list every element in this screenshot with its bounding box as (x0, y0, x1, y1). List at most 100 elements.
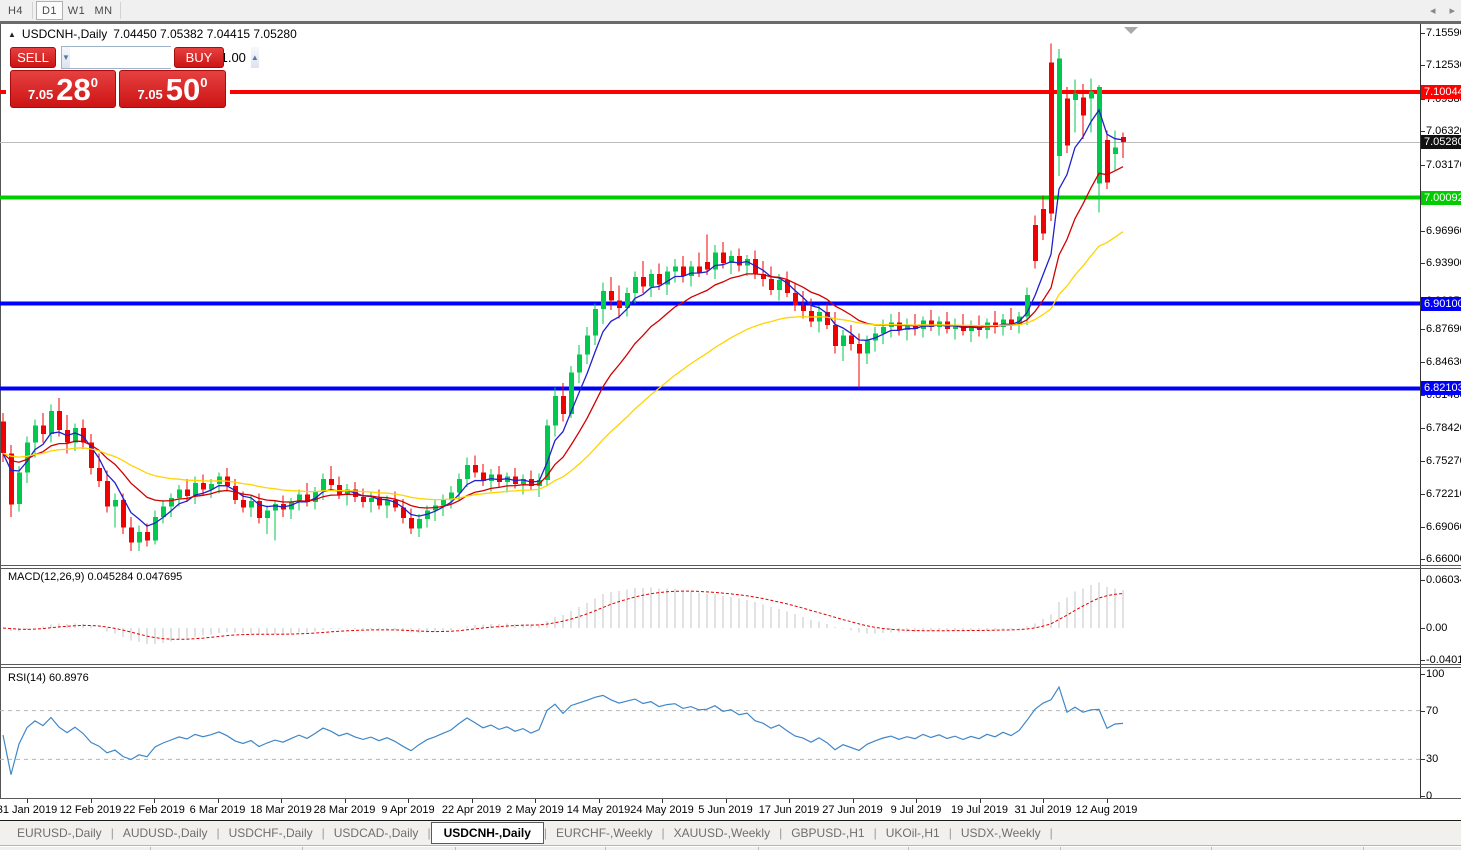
date-axis-label: 12 Aug 2019 (1075, 804, 1138, 816)
price-axis-label: 6.87690 (1426, 323, 1461, 336)
hline-price-badge: 6.90100 (1421, 296, 1461, 311)
buy-price-point: 0 (200, 75, 208, 90)
date-axis-label: 2 May 2019 (506, 804, 564, 816)
price-axis-label: 6.72210 (1426, 487, 1461, 500)
price-axis-tick (1420, 559, 1425, 561)
date-axis-tick (154, 799, 155, 803)
tab-separator: | (948, 826, 952, 840)
terminal-strip-divider (908, 847, 909, 850)
price-axis-tick (1420, 131, 1425, 133)
date-axis-label: 14 May 2019 (566, 804, 631, 816)
sell-button[interactable]: SELL (10, 47, 56, 68)
pane-divider[interactable] (0, 667, 1461, 668)
timeframe-button-mn[interactable]: MN (94, 4, 113, 17)
date-axis-tick (1043, 799, 1044, 803)
date-axis-tick (408, 799, 409, 803)
date-axis-border (0, 798, 1461, 799)
macd-axis-label: 0.060343 (1426, 574, 1461, 587)
main-price-chart[interactable] (0, 24, 1420, 565)
date-axis-label: 5 Jun 2019 (698, 804, 753, 816)
tab-separator: | (321, 826, 325, 840)
tab-gbpusd-h1[interactable]: GBPUSD-,H1 (791, 826, 865, 840)
date-axis-tick (916, 799, 917, 803)
date-axis-tick (27, 799, 28, 803)
volume-increase-button[interactable]: ▲ (250, 47, 259, 68)
tab-xauusd-weekly[interactable]: XAUUSD-,Weekly (673, 826, 771, 840)
terminal-strip (0, 847, 1461, 850)
tab-audusd-daily[interactable]: AUDUSD-,Daily (122, 826, 208, 840)
date-axis-label: 31 Jan 2019 (0, 804, 58, 816)
date-axis-tick (789, 799, 790, 803)
arrow-down-icon: ▼ (62, 53, 70, 62)
tab-separator: | (661, 826, 665, 840)
tab-ukoil-h1[interactable]: UKOil-,H1 (885, 826, 940, 840)
chart-ohlc-values: 7.04450 7.05382 7.04415 7.05280 (113, 27, 297, 41)
buy-price-button[interactable]: 7.05 50 0 (119, 70, 226, 108)
terminal-strip-divider (455, 847, 456, 850)
macd-axis-label: -0.040136 (1426, 653, 1461, 666)
date-axis-tick (852, 799, 854, 803)
macd-axis-tick (1420, 659, 1425, 661)
tab-separator: | (779, 826, 783, 840)
price-axis-tick (1420, 329, 1425, 331)
rsi-axis-label: 30 (1426, 753, 1439, 766)
date-axis-tick (344, 799, 346, 803)
price-axis-border (1420, 24, 1421, 798)
tab-separator: | (1049, 826, 1053, 840)
timeframe-toolbar: H4 D1 W1 MN (0, 0, 1461, 21)
tab-eurchf-weekly[interactable]: EURCHF-,Weekly (556, 826, 653, 840)
date-axis-tick (535, 799, 536, 803)
price-axis-tick (1420, 98, 1425, 100)
volume-decrease-button[interactable]: ▼ (62, 47, 70, 68)
date-axis-label: 22 Feb 2019 (123, 804, 185, 816)
price-axis-tick (1420, 493, 1425, 495)
date-axis-label: 28 Mar 2019 (313, 804, 376, 816)
pane-divider[interactable] (0, 568, 1461, 569)
timeframe-button-w1[interactable]: W1 (67, 4, 86, 17)
tab-scroll-left-icon[interactable]: ◂ (1429, 5, 1436, 17)
toolbar-separator (120, 2, 121, 19)
arrow-up-icon: ▲ (250, 53, 259, 62)
sell-price-button[interactable]: 7.05 28 0 (10, 70, 116, 108)
price-axis-label: 6.96960 (1426, 224, 1461, 237)
hline-price-badge: 7.10044 (1421, 84, 1461, 99)
terminal-strip-divider (758, 847, 759, 850)
date-axis-tick (281, 799, 282, 803)
date-axis-label: 9 Apr 2019 (381, 804, 435, 816)
tab-usdx-weekly[interactable]: USDX-,Weekly (960, 826, 1041, 840)
candles-series (1, 43, 1126, 551)
price-axis-tick (1420, 230, 1425, 232)
macd-axis-label: 0.00 (1426, 622, 1448, 634)
tab-usdcad-daily[interactable]: USDCAD-,Daily (333, 826, 419, 840)
tab-usdcnh-daily[interactable]: USDCNH-,Daily (430, 822, 544, 844)
macd-indicator-pane[interactable] (0, 569, 1420, 664)
buy-button[interactable]: BUY (174, 47, 224, 68)
date-axis-label: 12 Feb 2019 (59, 804, 122, 816)
chart-shift-marker-icon (1124, 27, 1138, 34)
timeframe-button-d1[interactable]: D1 (36, 1, 63, 20)
date-axis-label: 18 Mar 2019 (250, 804, 312, 816)
tab-separator: | (543, 826, 548, 840)
chart-window-border-left (0, 24, 1, 798)
rsi-axis-tick (1420, 674, 1425, 675)
sell-price-point: 0 (90, 75, 99, 90)
pane-divider[interactable] (0, 565, 1461, 566)
tab-eurusd-daily[interactable]: EURUSD-,Daily (17, 826, 102, 840)
date-axis-tick (598, 799, 600, 803)
tab-scroll-right-icon[interactable]: ▸ (1449, 5, 1455, 17)
horizontal-level-lines (0, 89, 1420, 391)
terminal-strip-divider (1060, 847, 1061, 850)
price-axis-label: 6.84630 (1426, 355, 1461, 368)
timeframe-button-h4[interactable]: H4 (7, 4, 24, 17)
tab-usdchf-daily[interactable]: USDCHF-,Daily (228, 826, 313, 840)
tab-separator: | (427, 826, 431, 840)
buy-price-pips: 50 (165, 71, 201, 107)
rsi-indicator-pane[interactable] (0, 669, 1420, 798)
toolbar-separator (32, 2, 33, 19)
pane-divider[interactable] (0, 664, 1461, 665)
collapse-chart-icon[interactable]: ▲ (8, 29, 16, 39)
date-axis-label: 22 Apr 2019 (441, 804, 502, 816)
rsi-axis-label: 0 (1426, 790, 1433, 802)
price-axis-tick (1420, 461, 1425, 463)
